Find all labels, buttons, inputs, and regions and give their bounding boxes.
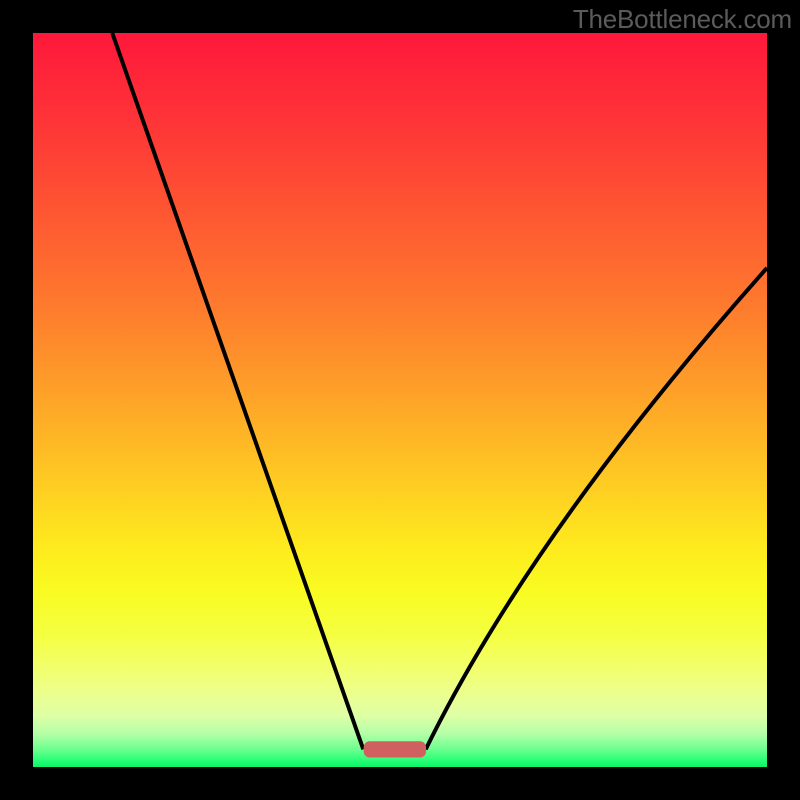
optimal-marker xyxy=(364,741,426,757)
bottleneck-chart xyxy=(33,33,767,767)
watermark-text: TheBottleneck.com xyxy=(573,4,792,35)
chart-svg xyxy=(33,33,767,767)
